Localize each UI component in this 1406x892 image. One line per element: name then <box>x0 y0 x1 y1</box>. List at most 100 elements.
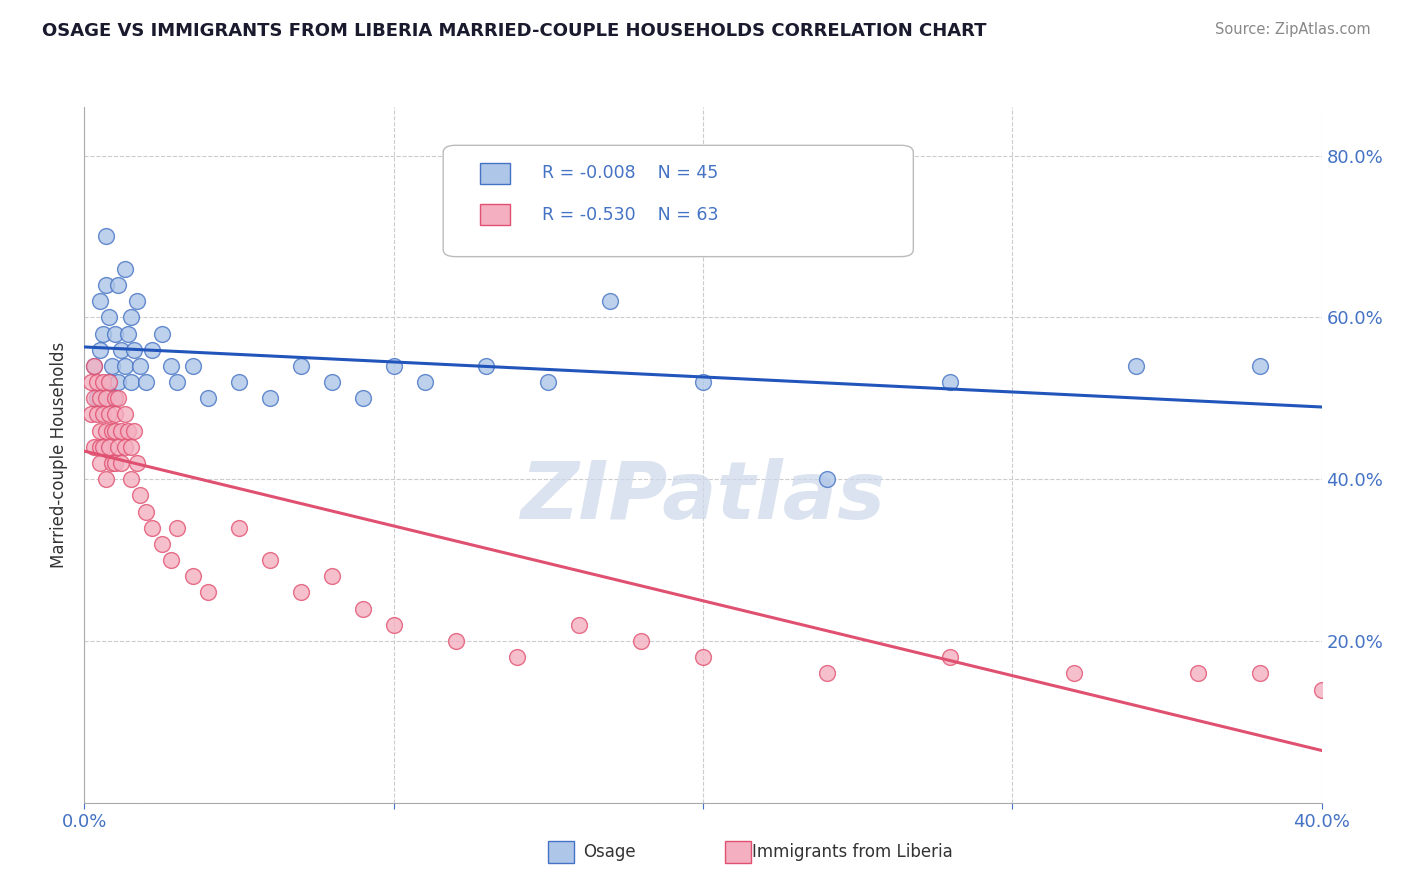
Point <box>259 392 281 406</box>
Point <box>815 472 838 486</box>
FancyBboxPatch shape <box>725 840 751 863</box>
Point <box>382 617 405 632</box>
Point <box>939 375 962 389</box>
Point <box>413 375 436 389</box>
Y-axis label: Married-couple Households: Married-couple Households <box>51 342 69 568</box>
Point <box>98 375 121 389</box>
Point <box>114 261 136 276</box>
Point <box>104 408 127 422</box>
Point <box>89 392 111 406</box>
Point <box>122 424 145 438</box>
Point <box>197 392 219 406</box>
Point <box>1249 359 1271 373</box>
Point <box>141 343 163 357</box>
FancyBboxPatch shape <box>548 840 574 863</box>
Point <box>120 472 142 486</box>
Text: Immigrants from Liberia: Immigrants from Liberia <box>752 843 953 861</box>
Point <box>107 278 129 293</box>
Point <box>89 424 111 438</box>
Point <box>114 408 136 422</box>
Point <box>107 375 129 389</box>
Point <box>94 392 117 406</box>
Point <box>150 326 173 341</box>
Point <box>104 326 127 341</box>
FancyBboxPatch shape <box>443 145 914 257</box>
Point <box>94 424 117 438</box>
Point <box>101 424 124 438</box>
Text: ZIPatlas: ZIPatlas <box>520 458 886 536</box>
Point <box>120 375 142 389</box>
Point <box>104 456 127 470</box>
Point <box>135 375 157 389</box>
Point <box>475 359 498 373</box>
Point <box>98 440 121 454</box>
Point <box>599 294 621 309</box>
Point <box>321 569 343 583</box>
Point <box>1372 666 1395 681</box>
Point <box>83 359 105 373</box>
Point <box>120 310 142 325</box>
Point <box>141 521 163 535</box>
Point <box>160 553 183 567</box>
Point <box>104 424 127 438</box>
Point <box>110 424 132 438</box>
Text: OSAGE VS IMMIGRANTS FROM LIBERIA MARRIED-COUPLE HOUSEHOLDS CORRELATION CHART: OSAGE VS IMMIGRANTS FROM LIBERIA MARRIED… <box>42 22 987 40</box>
Point <box>352 392 374 406</box>
Point <box>1063 666 1085 681</box>
Point <box>321 375 343 389</box>
Point <box>86 375 108 389</box>
Point <box>101 456 124 470</box>
Point <box>89 456 111 470</box>
Point <box>939 650 962 665</box>
Point <box>89 343 111 357</box>
Point <box>83 440 105 454</box>
Point <box>228 521 250 535</box>
Point <box>110 343 132 357</box>
Point <box>114 359 136 373</box>
Point <box>79 375 101 389</box>
Point <box>89 440 111 454</box>
FancyBboxPatch shape <box>481 162 510 184</box>
Point <box>83 392 105 406</box>
Point <box>444 634 467 648</box>
Point <box>537 375 560 389</box>
Point <box>107 440 129 454</box>
Point <box>630 634 652 648</box>
Point <box>101 359 124 373</box>
Point <box>228 375 250 389</box>
Point <box>117 326 139 341</box>
Point <box>94 472 117 486</box>
Point <box>290 359 312 373</box>
Point <box>1249 666 1271 681</box>
Point <box>166 521 188 535</box>
Point <box>86 408 108 422</box>
Point <box>91 326 114 341</box>
Point <box>104 392 127 406</box>
Point <box>104 392 127 406</box>
Text: R = -0.530    N = 63: R = -0.530 N = 63 <box>543 206 718 224</box>
Point <box>166 375 188 389</box>
FancyBboxPatch shape <box>481 204 510 226</box>
Point <box>181 359 204 373</box>
Point <box>129 488 152 502</box>
Point <box>94 278 117 293</box>
Point <box>160 359 183 373</box>
Point <box>91 440 114 454</box>
Point <box>120 440 142 454</box>
Point <box>86 392 108 406</box>
Point <box>117 424 139 438</box>
Point <box>568 617 591 632</box>
Point <box>506 650 529 665</box>
Point <box>91 408 114 422</box>
Text: R = -0.008    N = 45: R = -0.008 N = 45 <box>543 164 718 182</box>
Point <box>110 456 132 470</box>
Point <box>181 569 204 583</box>
Point <box>107 392 129 406</box>
Point <box>89 294 111 309</box>
Point <box>692 375 714 389</box>
Point <box>98 408 121 422</box>
Point <box>1125 359 1147 373</box>
Point <box>114 440 136 454</box>
Text: Source: ZipAtlas.com: Source: ZipAtlas.com <box>1215 22 1371 37</box>
Point <box>91 375 114 389</box>
